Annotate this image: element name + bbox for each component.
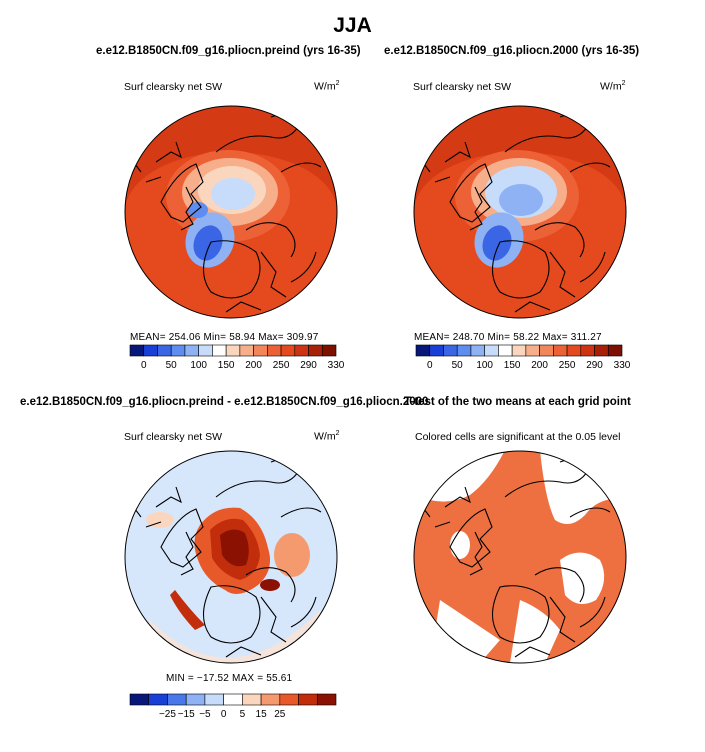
panel2-colorbar-swatch bbox=[539, 344, 554, 357]
panel2-colorbar-tick-label: 290 bbox=[586, 360, 603, 371]
panel2-colorbar: 0 50 100 150 200 250 290 330 bbox=[415, 344, 631, 371]
panel1-colorbar-swatch bbox=[198, 344, 213, 357]
panel3-stats: MIN = −17.52 MAX = 55.61 bbox=[166, 673, 293, 684]
panel3-colorbar-swatch bbox=[223, 693, 243, 706]
panel1-colorbar-tick-label: 290 bbox=[300, 360, 317, 371]
panel1-map bbox=[125, 106, 337, 318]
panel1-colorbar-swatch bbox=[253, 344, 268, 357]
panel3-colorbar-tick-label: −15 bbox=[178, 709, 195, 720]
panel3-colorbar-swatch bbox=[260, 693, 281, 706]
panel2-colorbar-swatch bbox=[429, 344, 444, 357]
panel1-map-border bbox=[124, 105, 338, 319]
panel3-colorbar-swatch bbox=[129, 693, 150, 706]
panel1-colorbar-swatch bbox=[170, 344, 186, 357]
figure-title: JJA bbox=[333, 14, 372, 37]
panel1-stats: MEAN= 254.06 Min= 58.94 Max= 309.97 bbox=[130, 332, 319, 343]
panel3-colorbar: −25 −15 −5 0 5 15 25 bbox=[129, 693, 337, 720]
panel1-colorbar-swatch bbox=[184, 344, 199, 357]
panel1-colorbar-tick-label: 330 bbox=[328, 360, 345, 371]
panel2-colorbar-tick-label: 100 bbox=[476, 360, 493, 371]
panel2-colorbar-swatch bbox=[443, 344, 458, 357]
panel1-colorbar-tick-label: 150 bbox=[218, 360, 235, 371]
panel3-colorbar-swatch bbox=[185, 693, 206, 706]
panel2-colorbar-tick-label: 50 bbox=[452, 360, 464, 371]
panel3-colorbar-tick-label: 5 bbox=[240, 709, 246, 720]
panel3-colorbar-swatch bbox=[298, 693, 318, 706]
panel3-colorbar-tick-label: −5 bbox=[199, 709, 211, 720]
panel3-colorbar-swatch bbox=[316, 693, 337, 706]
panel1-colorbar-swatch bbox=[212, 344, 227, 357]
panel1-colorbar-swatch bbox=[129, 344, 145, 357]
panel2-colorbar-swatch bbox=[525, 344, 540, 357]
panel1-units: W/m2 bbox=[314, 80, 340, 93]
panel3-colorbar-swatch bbox=[279, 693, 299, 706]
panel2-colorbar-swatch bbox=[456, 344, 472, 357]
panel1-colorbar-tick-label: 100 bbox=[190, 360, 207, 371]
panel2-colorbar-tick-label: 250 bbox=[559, 360, 576, 371]
panel2-map bbox=[414, 106, 626, 318]
panel3-units: W/m2 bbox=[314, 430, 340, 443]
panel2-colorbar-tick-label: 330 bbox=[614, 360, 631, 371]
panel2-colorbar-swatch bbox=[484, 344, 499, 357]
panel4-title: T-test of the two means at each grid poi… bbox=[404, 396, 631, 408]
panel1-colorbar-swatch bbox=[239, 344, 254, 357]
panel3-case-title: e.e12.B1850CN.f09_g16.pliocn.preind - e.… bbox=[20, 396, 429, 408]
panel2-colorbar-tick-label: 150 bbox=[504, 360, 521, 371]
panel3-colorbar-tick-label: 15 bbox=[256, 709, 268, 720]
panel1-colorbar-swatch bbox=[308, 344, 323, 357]
panel1-colorbar-swatch bbox=[280, 344, 296, 357]
panel1-colorbar-swatch bbox=[321, 344, 337, 357]
panel1-colorbar-tick-label: 0 bbox=[141, 360, 147, 371]
panel1-colorbar-tick-label: 200 bbox=[245, 360, 262, 371]
panel2-colorbar-tick-label: 0 bbox=[427, 360, 433, 371]
panel2-colorbar-swatch bbox=[511, 344, 527, 357]
panel2-stats: MEAN= 248.70 Min= 58.22 Max= 311.27 bbox=[414, 332, 602, 343]
panel1-colorbar-tick-label: 250 bbox=[273, 360, 290, 371]
panel1-colorbar: 0 50 100 150 200 250 290 330 bbox=[129, 344, 345, 371]
panel3-colorbar-tick-label: 0 bbox=[221, 709, 227, 720]
panel4-map-border bbox=[413, 450, 627, 664]
panel3-colorbar-swatch bbox=[242, 693, 262, 706]
panel2-colorbar-swatch bbox=[607, 344, 623, 357]
panel3-map bbox=[125, 451, 337, 663]
panel3-variable-label: Surf clearsky net SW bbox=[124, 431, 223, 443]
panel1-variable-label: Surf clearsky net SW bbox=[124, 81, 223, 93]
panel2-map-border bbox=[413, 105, 627, 319]
panel2-colorbar-swatch bbox=[415, 344, 431, 357]
panel2-case-title: e.e12.B1850CN.f09_g16.pliocn.2000 (yrs 1… bbox=[384, 45, 640, 57]
panel2-colorbar-tick-label: 200 bbox=[531, 360, 548, 371]
panel1-colorbar-swatch bbox=[267, 344, 282, 357]
panel1-colorbar-swatch bbox=[294, 344, 309, 357]
panel1-case-title: e.e12.B1850CN.f09_g16.pliocn.preind (yrs… bbox=[96, 45, 361, 57]
panel1-colorbar-swatch bbox=[225, 344, 241, 357]
panel3-colorbar-tick-label: 25 bbox=[274, 709, 286, 720]
panel2-colorbar-swatch bbox=[580, 344, 595, 357]
panel2-colorbar-swatch bbox=[498, 344, 513, 357]
panel3-colorbar-tick-label: −25 bbox=[159, 709, 176, 720]
panel2-units: W/m2 bbox=[600, 80, 626, 93]
panel3-colorbar-swatch bbox=[148, 693, 168, 706]
panel3-colorbar-swatch bbox=[167, 693, 187, 706]
panel1-colorbar-swatch bbox=[157, 344, 172, 357]
panel3-colorbar-swatch bbox=[204, 693, 224, 706]
panel2-colorbar-swatch bbox=[470, 344, 485, 357]
panel2-colorbar-swatch bbox=[594, 344, 609, 357]
panel2-colorbar-swatch bbox=[566, 344, 582, 357]
panel3-map-border bbox=[124, 450, 338, 664]
panel2-variable-label: Surf clearsky net SW bbox=[413, 81, 512, 93]
panel4-note: Colored cells are significant at the 0.0… bbox=[415, 431, 621, 443]
panel1-arctic-low bbox=[211, 178, 255, 210]
panel1-colorbar-swatch bbox=[143, 344, 158, 357]
panel2-colorbar-swatch bbox=[553, 344, 568, 357]
panel1-colorbar-tick-label: 50 bbox=[166, 360, 178, 371]
